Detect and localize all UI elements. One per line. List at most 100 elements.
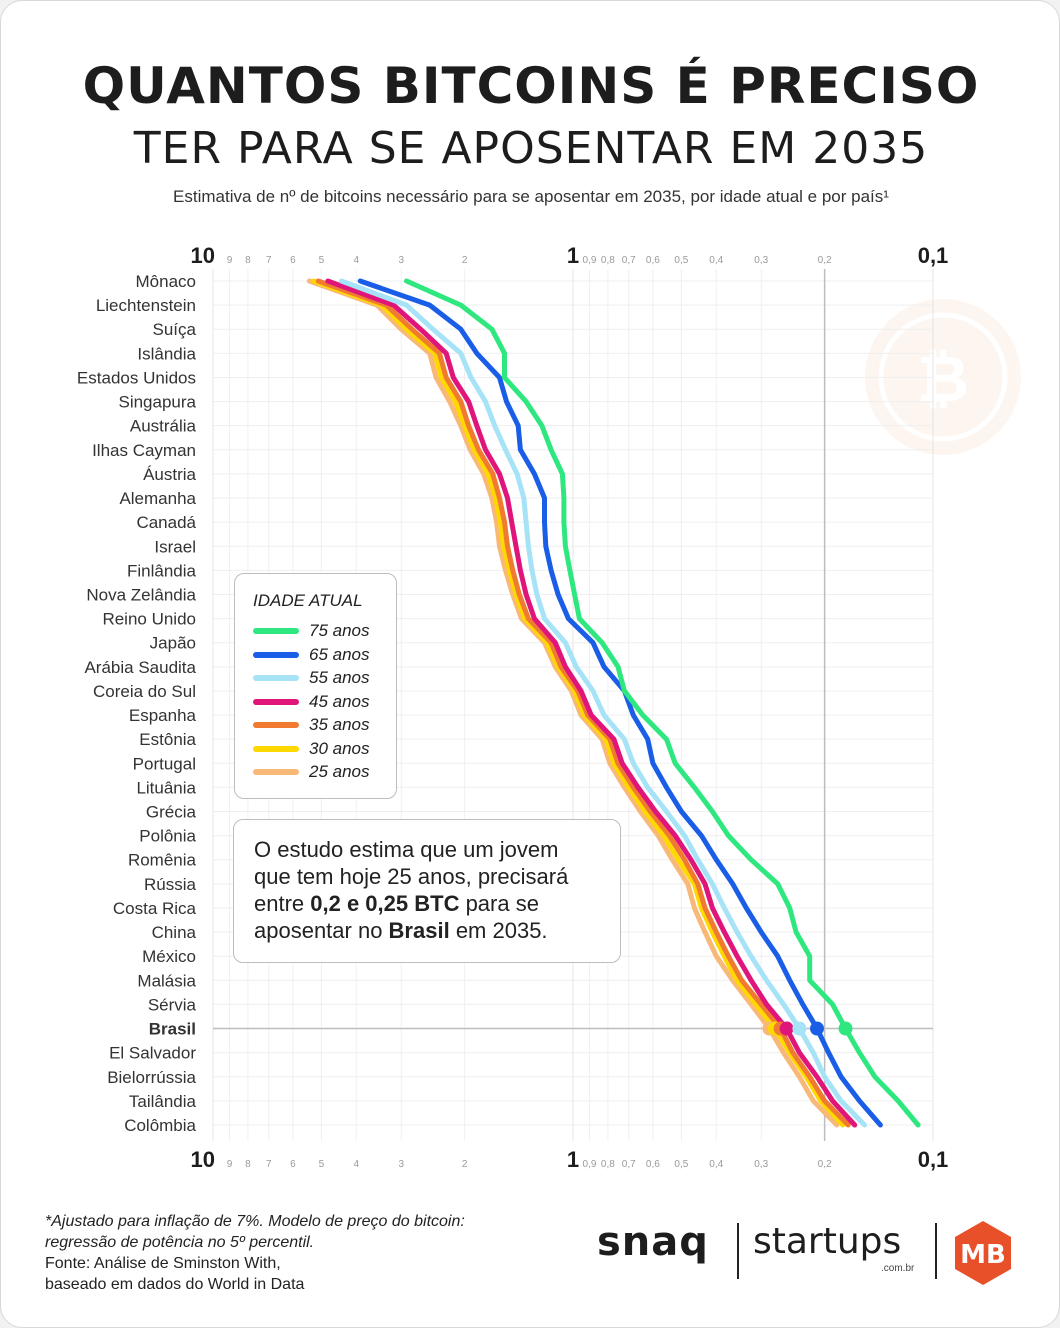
legend-item: 55 anos bbox=[253, 668, 393, 688]
legend-swatch bbox=[253, 722, 299, 728]
legend-title: IDADE ATUAL bbox=[253, 591, 363, 610]
legend-label: 25 anos bbox=[309, 762, 370, 781]
series-line-30-anos bbox=[311, 278, 846, 1128]
x-tick-label-bottom: 7 bbox=[266, 1159, 272, 1170]
series-line-55-anos bbox=[338, 278, 867, 1128]
country-label: Ilhas Cayman bbox=[92, 441, 196, 460]
country-label: Austrália bbox=[130, 417, 197, 436]
country-label: Estônia bbox=[139, 730, 196, 749]
legend-swatch bbox=[253, 675, 299, 681]
x-tick-label-bottom: 4 bbox=[353, 1159, 359, 1170]
series-line-35-anos bbox=[315, 278, 851, 1128]
svg-text:₿: ₿ bbox=[917, 343, 969, 417]
snaq-logo: snaq bbox=[597, 1219, 709, 1265]
x-tick-label-top: 8 bbox=[245, 255, 251, 266]
country-label: Sérvia bbox=[148, 995, 197, 1014]
country-label: Malásia bbox=[137, 971, 196, 990]
country-label: Portugal bbox=[133, 754, 196, 773]
footnote-source-detail: baseado em dados do World in Data bbox=[45, 1276, 305, 1293]
country-label: Lituânia bbox=[136, 778, 196, 797]
country-label: Colômbia bbox=[124, 1116, 196, 1135]
x-tick-label-bottom: 1 bbox=[567, 1147, 579, 1172]
series-line-65-anos bbox=[357, 278, 883, 1128]
country-label: Arábia Saudita bbox=[84, 658, 196, 677]
x-tick-label-bottom: 3 bbox=[398, 1159, 404, 1170]
x-tick-label-bottom: 0,1 bbox=[918, 1147, 949, 1172]
x-tick-label-top: 10 bbox=[191, 243, 215, 268]
x-tick-label-top: 1 bbox=[567, 243, 579, 268]
highlight-marker-45-anos bbox=[779, 1021, 794, 1036]
footnote-source: Fonte: Análise de Sminston With, bbox=[45, 1255, 281, 1272]
country-label: Israel bbox=[154, 537, 196, 556]
country-label: Singapura bbox=[118, 393, 196, 412]
legend-swatch bbox=[253, 698, 299, 705]
highlight-marker-55-anos bbox=[792, 1021, 807, 1036]
x-tick-label-top: 0,3 bbox=[754, 255, 768, 266]
x-tick-label-top: 0,5 bbox=[674, 255, 688, 266]
x-tick-label-top: 0,6 bbox=[646, 255, 660, 266]
country-label: Estados Unidos bbox=[77, 368, 196, 387]
x-tick-label-top: 0,7 bbox=[622, 255, 636, 266]
chart-subtitle: Estimativa de nº de bitcoins necessário … bbox=[173, 187, 889, 206]
note-text-1: O estudo estima que um jovem que tem hoj… bbox=[254, 837, 569, 916]
series-line-25-anos bbox=[306, 278, 840, 1128]
legend-item: 45 anos bbox=[253, 692, 393, 712]
x-tick-label-bottom: 8 bbox=[245, 1159, 251, 1170]
country-label: Espanha bbox=[129, 706, 197, 725]
country-label: Nova Zelândia bbox=[86, 585, 196, 604]
country-label: Romênia bbox=[128, 851, 197, 870]
chart-title-line2: TER PARA SE APOSENTAR EM 2035 bbox=[133, 123, 929, 174]
mb-logo: MB bbox=[955, 1221, 1011, 1285]
x-tick-label-bottom: 0,8 bbox=[601, 1159, 615, 1170]
legend-label: 30 anos bbox=[309, 738, 370, 758]
highlight-marker-65-anos bbox=[810, 1021, 825, 1036]
legend-swatch bbox=[253, 628, 299, 634]
note-bold-range: 0,2 e 0,25 BTC bbox=[310, 891, 460, 916]
x-tick-label-top: 9 bbox=[227, 255, 233, 266]
country-label: Islândia bbox=[137, 344, 196, 363]
country-label: Áustria bbox=[143, 465, 196, 484]
legend-label: 35 anos bbox=[309, 715, 370, 734]
x-tick-label-bottom: 9 bbox=[227, 1159, 233, 1170]
startups-logo: startups bbox=[753, 1221, 902, 1262]
country-label: Polônia bbox=[139, 827, 196, 846]
x-tick-label-bottom: 0,5 bbox=[674, 1159, 688, 1170]
brand-divider bbox=[935, 1223, 937, 1279]
note-text-2: para se aposentar no bbox=[254, 891, 539, 943]
legend-swatch bbox=[253, 745, 299, 752]
chart-canvas: ₿ 10 10 1 1 0,1 0,1 9 9 8 8 7 7 6 6 5 5 4 4 3 3 2 2 0,9 0,9 0,8 0… bbox=[77, 243, 1021, 1172]
x-tick-label-bottom: 0,2 bbox=[818, 1159, 832, 1170]
x-tick-label-top: 0,9 bbox=[583, 255, 597, 266]
legend-item: 25 anos bbox=[253, 762, 393, 782]
footnote: *Ajustado para inflação de 7%. Modelo de… bbox=[45, 1211, 485, 1295]
x-tick-label-top: 0,8 bbox=[601, 255, 615, 266]
annotation-box: O estudo estima que um jovem que tem hoj… bbox=[233, 819, 621, 963]
x-tick-label-bottom: 5 bbox=[319, 1159, 325, 1170]
x-tick-label-bottom: 10 bbox=[191, 1147, 215, 1172]
x-tick-label-bottom: 0,6 bbox=[646, 1159, 660, 1170]
country-label: Suíça bbox=[153, 320, 197, 339]
x-tick-label-bottom: 2 bbox=[462, 1159, 468, 1170]
country-label: Liechtenstein bbox=[96, 296, 196, 315]
country-label: Mônaco bbox=[136, 272, 196, 291]
chart-title: QUANTOS BITCOINS É PRECISO bbox=[82, 57, 980, 115]
x-tick-label-top: 2 bbox=[462, 255, 468, 266]
note-bold-country: Brasil bbox=[388, 918, 450, 943]
country-label: Coreia do Sul bbox=[93, 682, 196, 701]
country-label: México bbox=[142, 947, 196, 966]
x-tick-label-bottom: 0,7 bbox=[622, 1159, 636, 1170]
legend-item: 30 anos bbox=[253, 739, 393, 759]
country-label: Bielorrússia bbox=[107, 1068, 196, 1087]
bitcoin-watermark-icon: ₿ bbox=[865, 299, 1021, 455]
x-tick-label-top: 7 bbox=[266, 255, 272, 266]
legend-item: 65 anos bbox=[253, 645, 393, 665]
startups-logo-suffix: .com.br bbox=[881, 1263, 915, 1274]
x-tick-label-top: 3 bbox=[398, 255, 404, 266]
legend-item: 75 anos bbox=[253, 621, 393, 641]
x-tick-label-top: 5 bbox=[319, 255, 325, 266]
country-label: Tailândia bbox=[129, 1092, 197, 1111]
brand-divider bbox=[737, 1223, 739, 1279]
x-tick-label-bottom: 0,9 bbox=[583, 1159, 597, 1170]
x-tick-label-bottom: 6 bbox=[290, 1159, 296, 1170]
